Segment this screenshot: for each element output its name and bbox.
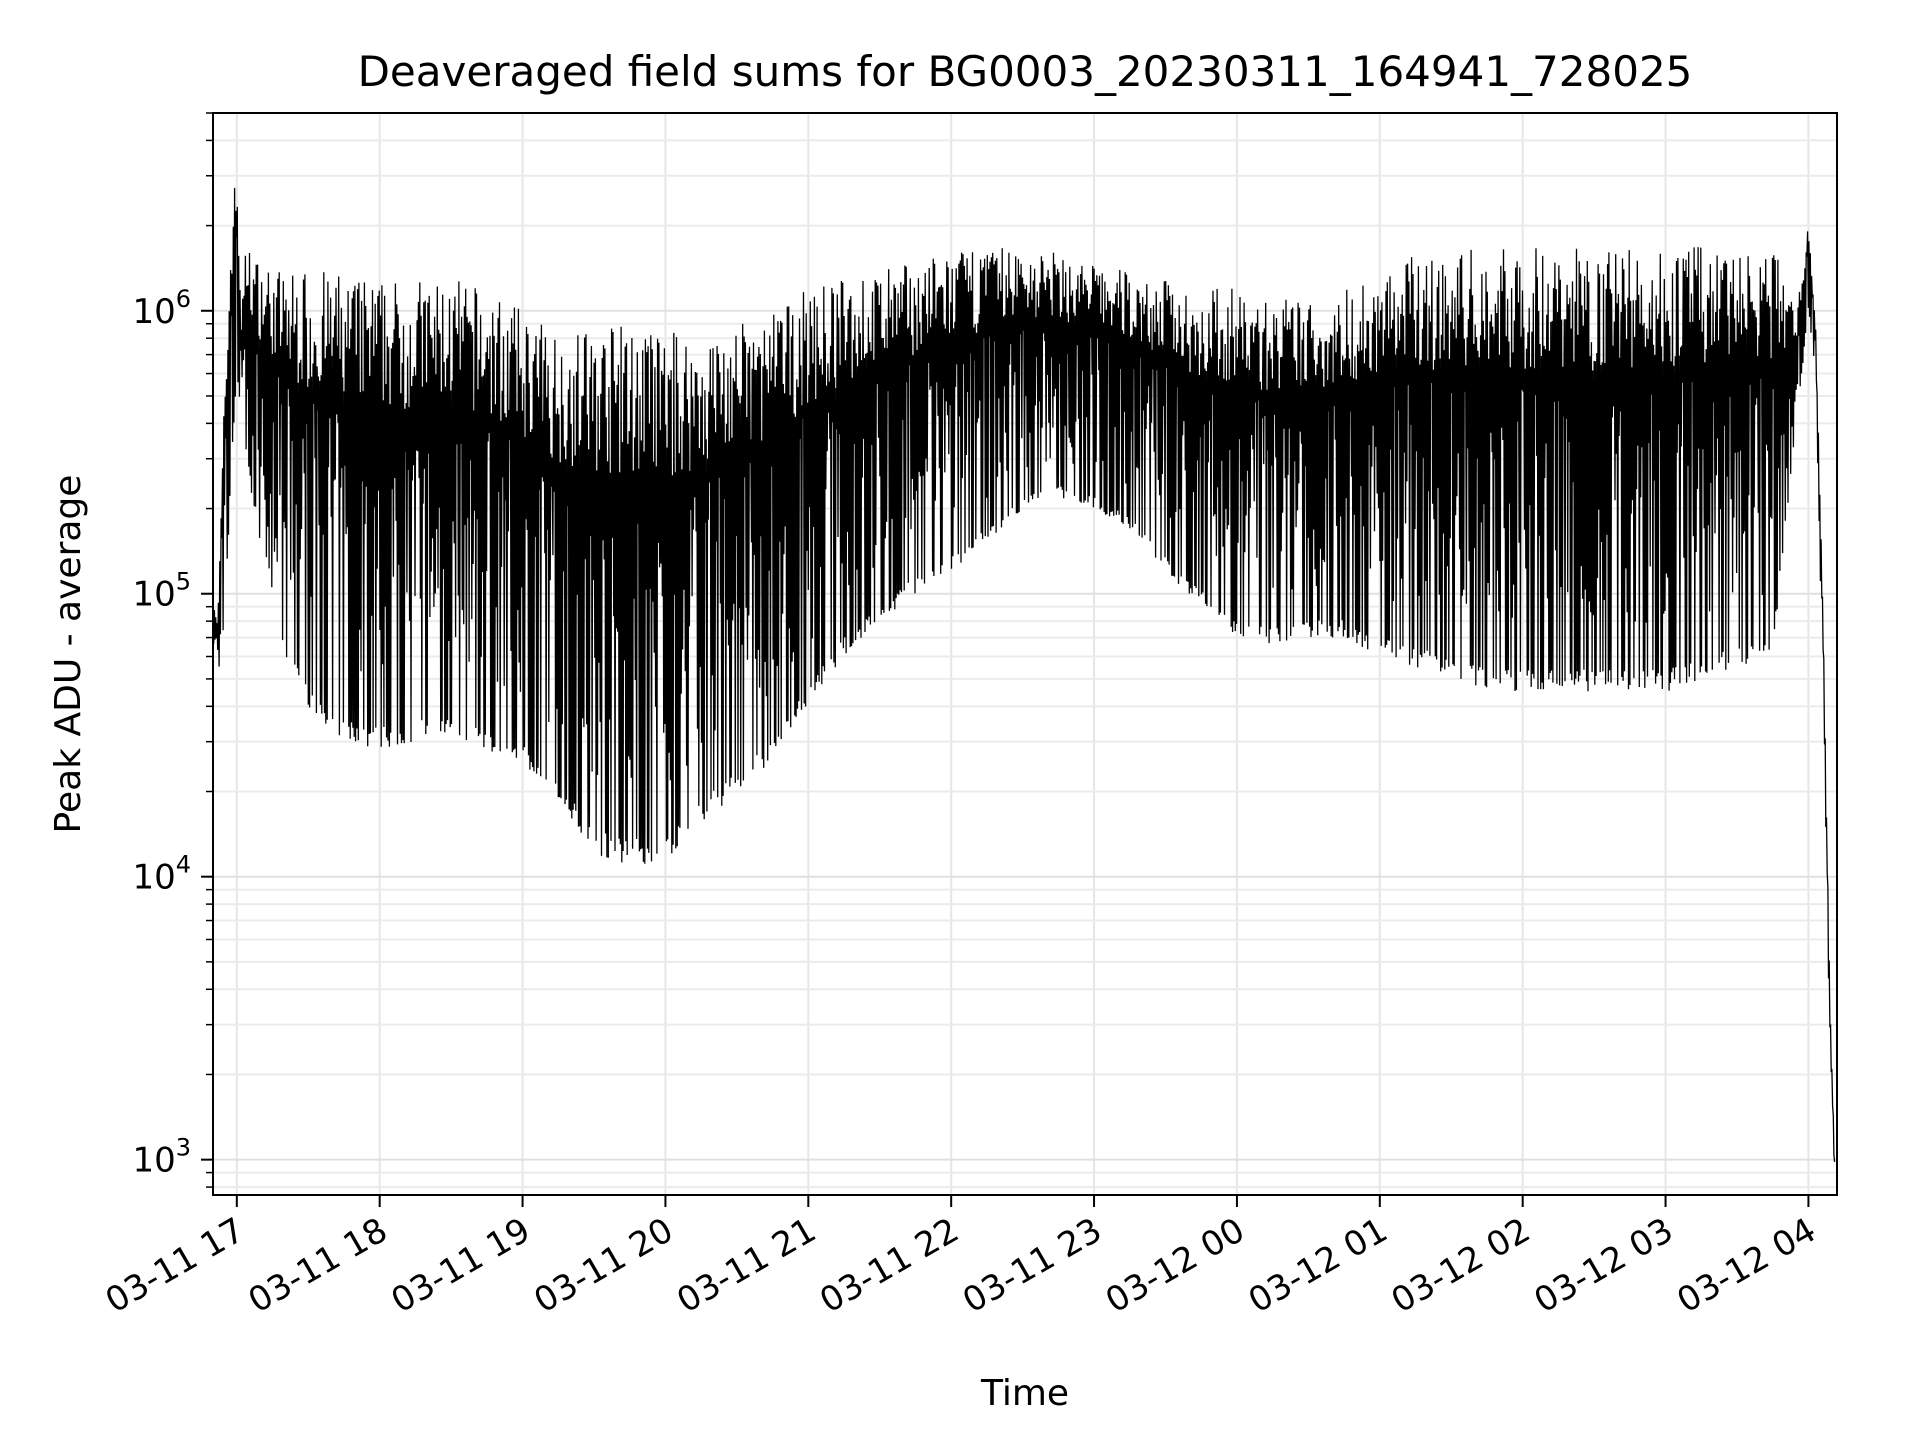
y-tick-label: 103 <box>132 1134 191 1181</box>
series-layer <box>212 187 1836 1162</box>
x-axis-label: Time <box>980 1373 1069 1414</box>
y-tick-label: 106 <box>132 285 191 332</box>
chart-title: Deaveraged field sums for BG0003_2023031… <box>358 47 1693 96</box>
series-line <box>212 187 1836 1162</box>
plot-frame <box>212 112 1838 1196</box>
y-axis-label: Peak ADU - average <box>48 475 89 834</box>
y-tick-label: 105 <box>132 568 191 615</box>
y-tick-label: 104 <box>132 851 191 898</box>
